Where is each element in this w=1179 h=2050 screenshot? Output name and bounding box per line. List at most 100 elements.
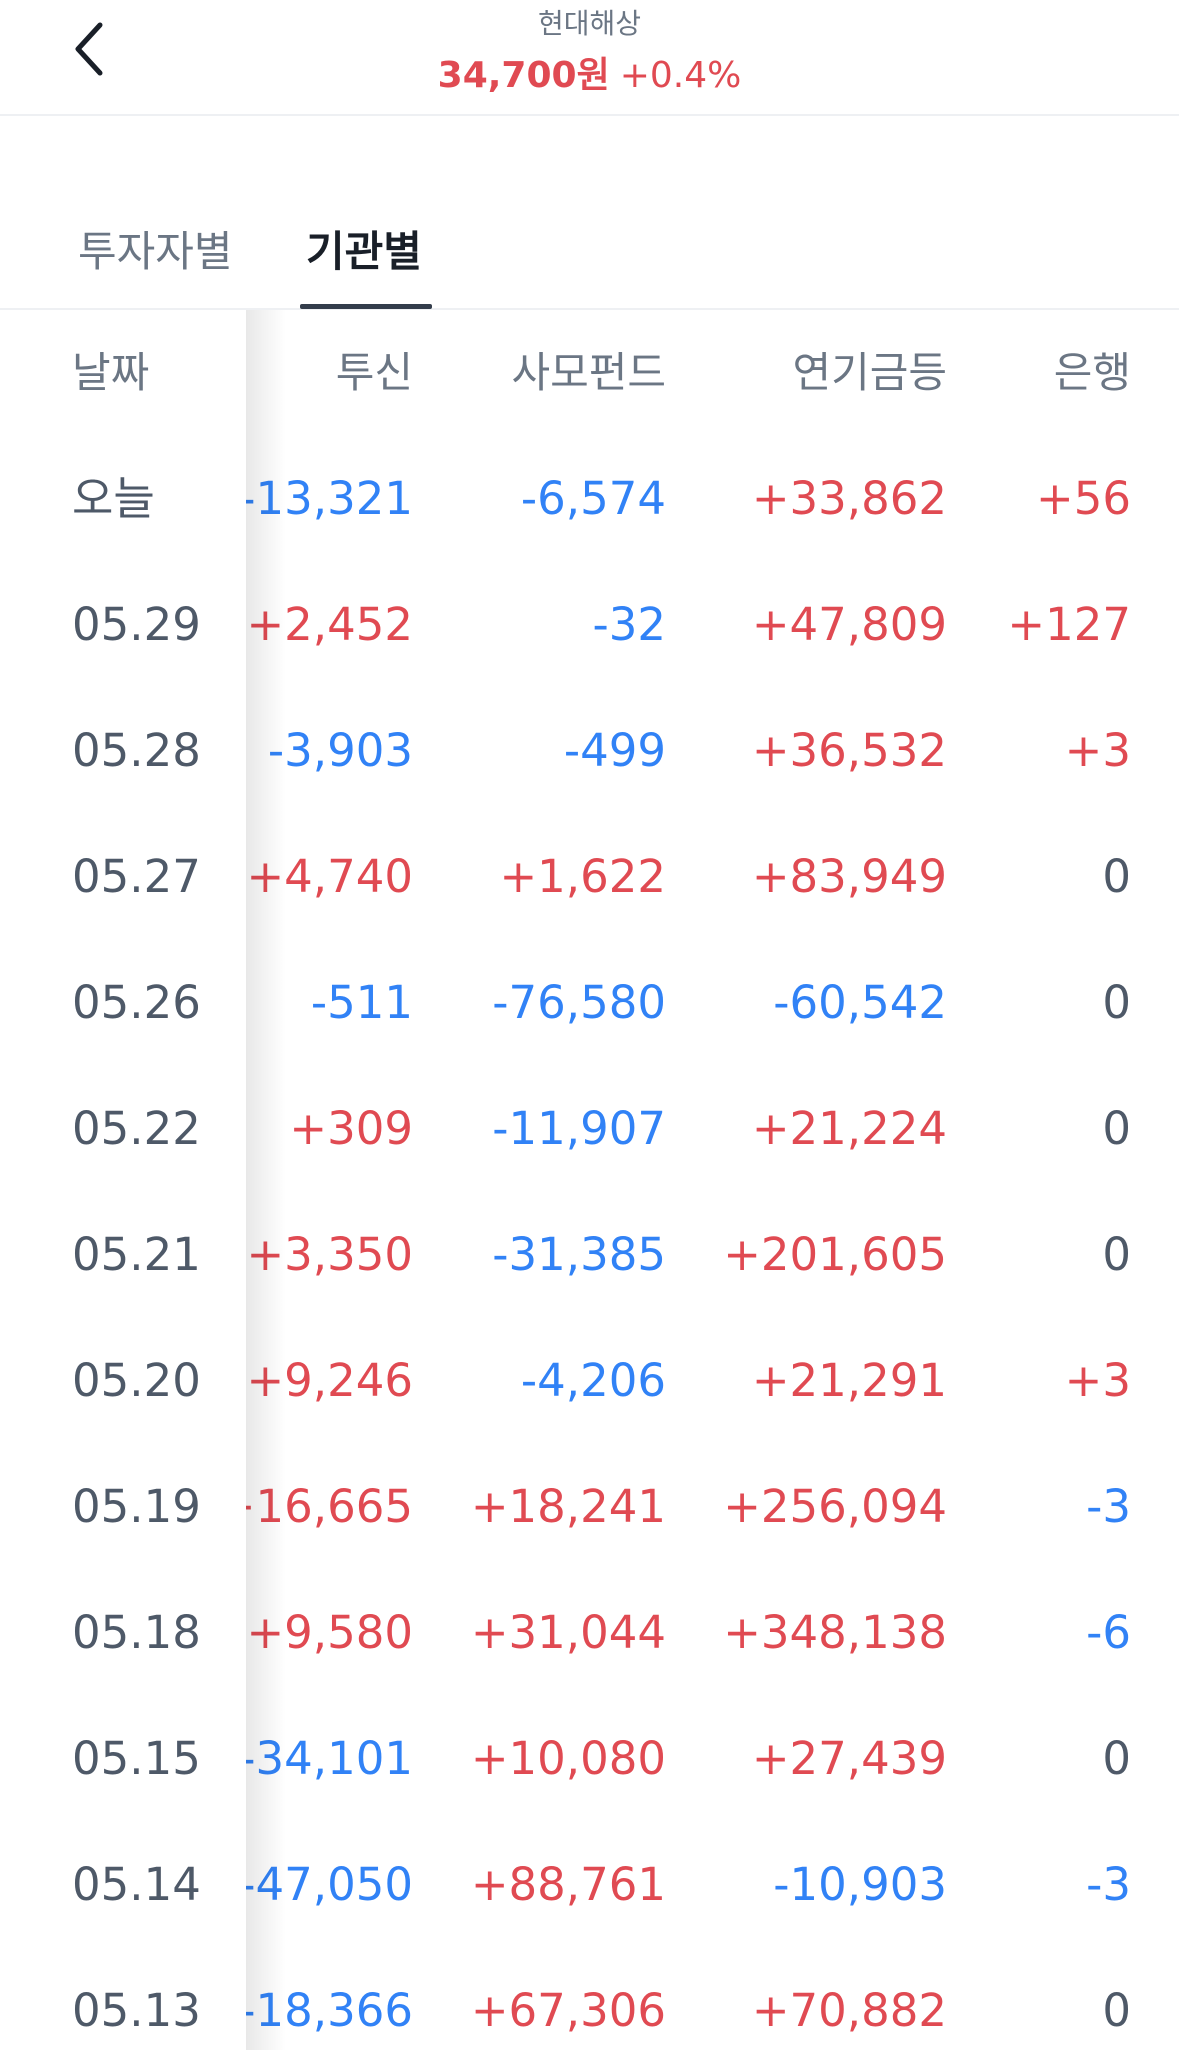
trust-cell: -3,903 <box>267 724 413 777</box>
date-cell: 05.19 <box>72 1480 201 1533</box>
tab-by-institution[interactable]: 기관별 <box>306 227 422 276</box>
private-fund-cell: +67,306 <box>470 1984 666 2037</box>
date-cell: 05.20 <box>72 1354 201 1407</box>
date-cell-background <box>0 814 246 940</box>
date-cell-background <box>0 1192 246 1318</box>
private-fund-cell: +18,241 <box>470 1480 666 1533</box>
date-cell-background <box>0 1318 246 1444</box>
pension-cell: +33,862 <box>751 472 947 525</box>
pension-cell: +70,882 <box>751 1984 947 2037</box>
active-tab-indicator <box>300 304 432 309</box>
date-cell: 05.28 <box>72 724 201 777</box>
date-cell: 05.13 <box>72 1984 201 2037</box>
date-cell-background <box>0 1570 246 1696</box>
date-cell: 오늘 <box>72 472 155 525</box>
bank-cell: +127 <box>1007 598 1131 651</box>
pension-cell: +83,949 <box>751 850 947 903</box>
private-fund-cell: -32 <box>592 598 667 651</box>
trust-cell: -511 <box>310 976 413 1029</box>
table-row[interactable]: 05.18 +9,580 +31,044 +348,138 -6 <box>0 1570 1179 1696</box>
pension-cell: +27,439 <box>751 1732 947 1785</box>
pension-cell: -10,903 <box>773 1858 947 1911</box>
trust-cell: -18,366 <box>239 1984 413 2037</box>
trust-cell: +16,665 <box>217 1480 413 1533</box>
table-header-row: 날짜 투신 사모펀드 연기금등 은행 <box>0 310 1179 436</box>
private-fund-cell: -11,907 <box>492 1102 666 1155</box>
date-cell-background <box>0 688 246 814</box>
table-row[interactable]: 05.14 -47,050 +88,761 -10,903 -3 <box>0 1822 1179 1948</box>
tab-bar: 투자자별 기관별 <box>0 200 1179 310</box>
bank-cell: -3 <box>1086 1858 1131 1911</box>
table-row[interactable]: 05.28 -3,903 -499 +36,532 +3 <box>0 688 1179 814</box>
table-row[interactable]: 05.21 +3,350 -31,385 +201,605 0 <box>0 1192 1179 1318</box>
date-cell-background <box>0 1066 246 1192</box>
date-cell: 05.26 <box>72 976 201 1029</box>
bank-cell: 0 <box>1102 1984 1131 2037</box>
date-cell-background <box>0 436 246 562</box>
stock-name: 현대해상 <box>537 7 642 40</box>
private-fund-cell: +88,761 <box>470 1858 666 1911</box>
date-cell: 05.29 <box>72 598 201 651</box>
header-pension[interactable]: 연기금등 <box>792 348 947 397</box>
chevron-left-icon <box>70 19 110 83</box>
pension-cell: +201,605 <box>723 1228 947 1281</box>
trust-cell: +309 <box>289 1102 413 1155</box>
price-change: +0.4% <box>619 55 742 96</box>
pension-cell: +348,138 <box>723 1606 947 1659</box>
stock-header: 현대해상 34,700원 +0.4% <box>0 0 1179 116</box>
bank-cell: 0 <box>1102 1732 1131 1785</box>
table-row[interactable]: 05.27 +4,740 +1,622 +83,949 0 <box>0 814 1179 940</box>
pension-cell: +256,094 <box>723 1480 947 1533</box>
private-fund-cell: -4,206 <box>520 1354 666 1407</box>
date-cell: 05.21 <box>72 1228 201 1281</box>
trust-cell: -13,321 <box>239 472 413 525</box>
date-cell: 05.27 <box>72 850 201 903</box>
private-fund-cell: -6,574 <box>520 472 666 525</box>
private-fund-cell: +1,622 <box>499 850 666 903</box>
bank-cell: -6 <box>1086 1606 1131 1659</box>
table-row[interactable]: 05.20 +9,246 -4,206 +21,291 +3 <box>0 1318 1179 1444</box>
bank-cell: +3 <box>1064 1354 1131 1407</box>
bank-cell: 0 <box>1102 1102 1131 1155</box>
private-fund-cell: +10,080 <box>470 1732 666 1785</box>
bank-cell: -3 <box>1086 1480 1131 1533</box>
trust-cell: +9,580 <box>246 1606 413 1659</box>
private-fund-cell: -31,385 <box>492 1228 666 1281</box>
table-row[interactable]: 05.15 -34,101 +10,080 +27,439 0 <box>0 1696 1179 1822</box>
date-cell: 05.18 <box>72 1606 201 1659</box>
private-fund-cell: -499 <box>563 724 666 777</box>
trust-cell: +3,350 <box>246 1228 413 1281</box>
date-cell: 05.15 <box>72 1732 201 1785</box>
table-row[interactable]: 05.13 -18,366 +67,306 +70,882 0 <box>0 1948 1179 2050</box>
date-cell-background <box>0 1822 246 1948</box>
trust-cell: +4,740 <box>246 850 413 903</box>
date-cell-background <box>0 1948 246 2050</box>
price-line: 34,700원 +0.4% <box>0 46 1179 98</box>
bank-cell: +3 <box>1064 724 1131 777</box>
header-date[interactable]: 날짜 <box>72 348 150 397</box>
header-private-fund[interactable]: 사모펀드 <box>511 348 666 397</box>
pension-cell: +47,809 <box>751 598 947 651</box>
pension-cell: +36,532 <box>751 724 947 777</box>
date-cell-background <box>0 1444 246 1570</box>
table-row[interactable]: 05.22 +309 -11,907 +21,224 0 <box>0 1066 1179 1192</box>
current-price: 34,700원 <box>437 55 610 96</box>
back-button[interactable] <box>58 14 122 88</box>
table-row[interactable]: 05.29 +2,452 -32 +47,809 +127 <box>0 562 1179 688</box>
tab-by-investor[interactable]: 투자자별 <box>78 227 233 276</box>
bank-cell: 0 <box>1102 976 1131 1029</box>
trust-cell: -34,101 <box>239 1732 413 1785</box>
header-bank[interactable]: 은행 <box>1053 348 1131 397</box>
date-cell: 05.22 <box>72 1102 201 1155</box>
table-row[interactable]: 05.26 -511 -76,580 -60,542 0 <box>0 940 1179 1066</box>
header-trust[interactable]: 투신 <box>335 348 413 397</box>
pension-cell: +21,291 <box>751 1354 947 1407</box>
private-fund-cell: -76,580 <box>492 976 666 1029</box>
date-cell: 05.14 <box>72 1858 201 1911</box>
table-row[interactable]: 오늘 -13,321 -6,574 +33,862 +56 <box>0 436 1179 562</box>
trust-cell: -47,050 <box>239 1858 413 1911</box>
trust-cell: +9,246 <box>246 1354 413 1407</box>
table-row[interactable]: 05.19 +16,665 +18,241 +256,094 -3 <box>0 1444 1179 1570</box>
bank-cell: +56 <box>1036 472 1131 525</box>
